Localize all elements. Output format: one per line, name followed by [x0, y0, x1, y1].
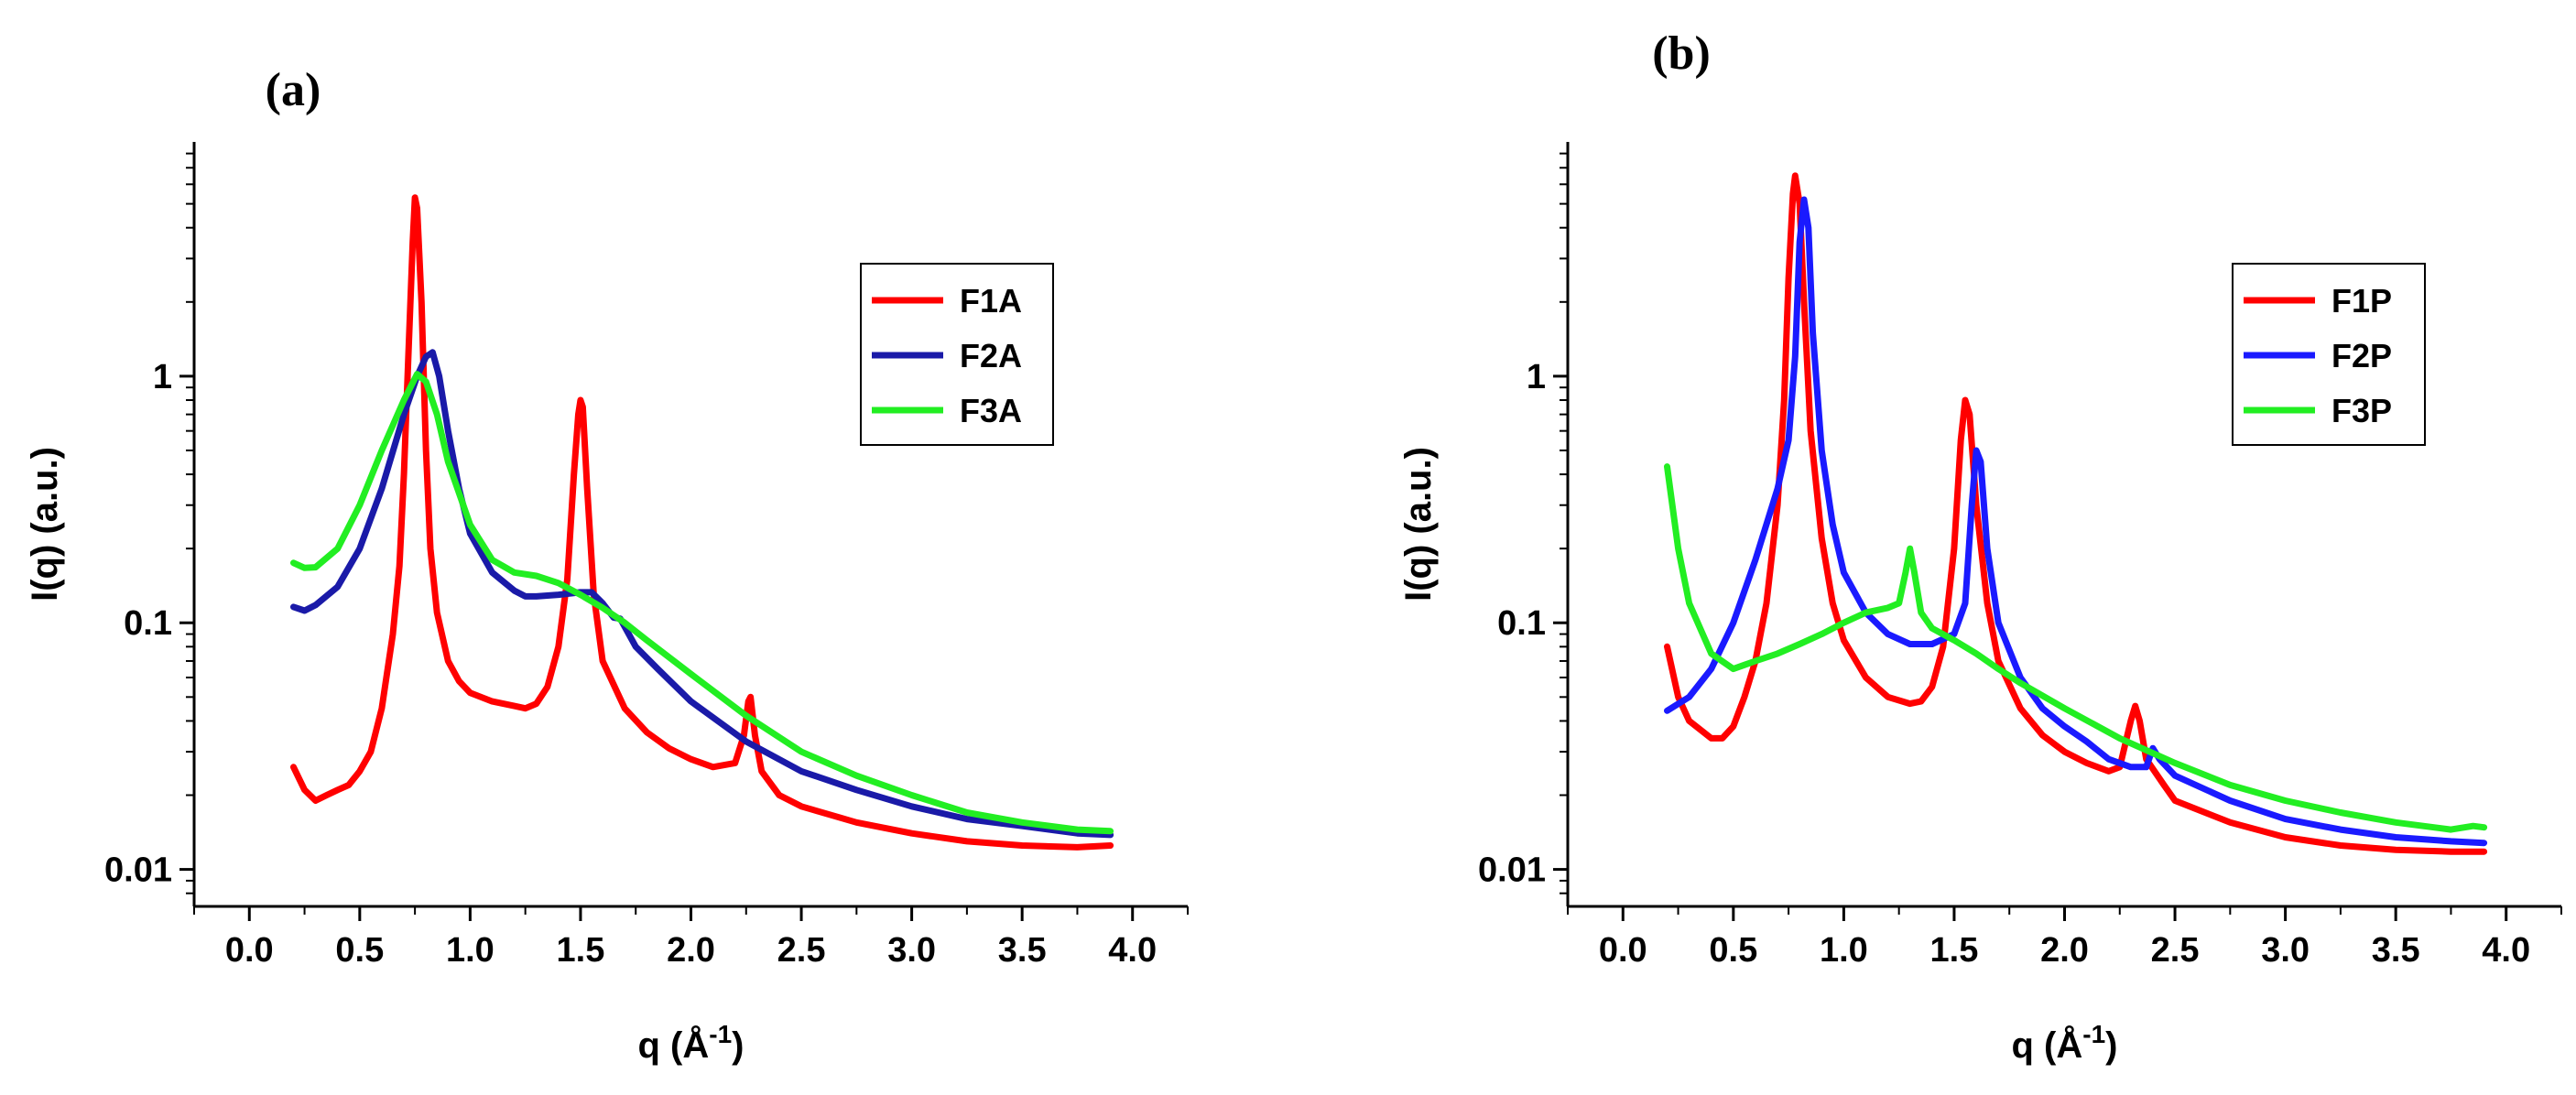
x-tick-label: 0.5 — [335, 931, 384, 970]
y-tick-label: 0.1 — [1497, 604, 1546, 643]
x-tick-label: 0.0 — [225, 931, 274, 970]
y-axis-title: I(q) (a.u.) — [1398, 447, 1439, 602]
series-line-f3p — [1664, 463, 2488, 833]
chart-panel-b: (b) 0.0 0.5 1.0 1.5 2.0 2.5 3.0 3.5 4.0 0.01 0.1 1 q … — [1398, 27, 2562, 1066]
legend-label-f3a: F3A — [960, 392, 1022, 429]
x-tick-label: 1.0 — [446, 931, 495, 970]
legend-label-f1p: F1P — [2331, 282, 2392, 320]
panel-label: (b) — [1652, 27, 1711, 80]
legend-label-f2p: F2P — [2331, 337, 2392, 374]
x-axis-title: q (Å-1) — [2012, 1020, 2118, 1066]
x-tick-label: 2.5 — [777, 931, 826, 970]
x-tick-label: 3.0 — [2261, 931, 2310, 970]
legend-label-f3p: F3P — [2331, 392, 2392, 429]
x-tick-label: 1.0 — [1820, 931, 1868, 970]
x-tick-label: 4.0 — [2482, 931, 2530, 970]
x-tick-label: 2.5 — [2151, 931, 2200, 970]
y-tick-label: 0.1 — [124, 604, 172, 643]
legend-label-f2a: F2A — [960, 337, 1022, 374]
chart-panel-a: (a) 0.0 0.5 1.0 1.5 2.0 2.5 3.0 3.5 4.0 0.01 0.1 1 q … — [25, 64, 1189, 1066]
y-axis-title: I(q) (a.u.) — [25, 447, 65, 602]
series-line-f2a — [290, 349, 1114, 839]
panel-label: (a) — [266, 64, 321, 116]
y-tick-label: 1 — [153, 358, 172, 396]
series-line-f1a — [290, 194, 1114, 851]
x-tick-label: 2.0 — [2040, 931, 2089, 970]
x-axis-title: q (Å-1) — [638, 1020, 745, 1066]
x-tick-label: 2.0 — [667, 931, 715, 970]
x-tick-label: 3.5 — [998, 931, 1047, 970]
x-tick-label: 0.0 — [1599, 931, 1647, 970]
x-tick-label: 1.5 — [1930, 931, 1979, 970]
x-tick-label: 3.0 — [887, 931, 936, 970]
x-tick-label: 3.5 — [2372, 931, 2420, 970]
y-tick-label: 0.01 — [104, 851, 172, 890]
x-tick-label: 1.5 — [557, 931, 605, 970]
series-line-f2p — [1664, 196, 2488, 847]
series-line-f3a — [290, 371, 1114, 835]
y-tick-label: 0.01 — [1478, 851, 1546, 890]
y-tick-label: 1 — [1527, 358, 1546, 396]
legend-label-f1a: F1A — [960, 282, 1022, 320]
x-tick-label: 4.0 — [1108, 931, 1157, 970]
x-tick-label: 0.5 — [1709, 931, 1757, 970]
